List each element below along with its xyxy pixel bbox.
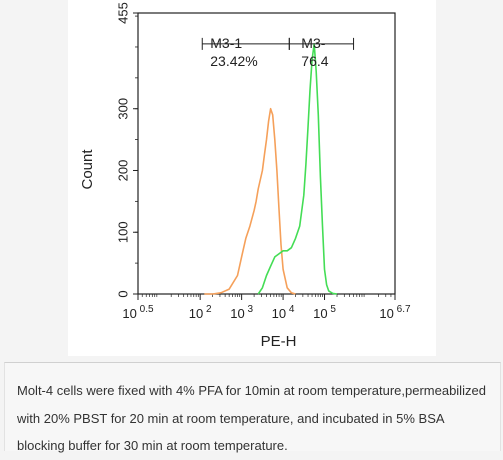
figure-caption: Molt-4 cells were fixed with 4% PFA for … xyxy=(4,362,501,453)
gate-label: M3- xyxy=(301,35,325,51)
y-axis-label: Count xyxy=(79,149,96,190)
x-tick-label: 10 5 xyxy=(313,304,336,321)
caption-text: Molt-4 cells were fixed with 4% PFA for … xyxy=(17,383,486,453)
gate-percent: 23.42% xyxy=(210,53,257,69)
y-tick-label: 0 xyxy=(115,290,130,297)
y-axis: 0 100 200 300 455 xyxy=(115,2,138,298)
plot-border xyxy=(137,12,396,295)
x-axis-label: PE-H xyxy=(261,333,297,350)
x-tick-label: 10 3 xyxy=(230,304,253,321)
chart-card: 0 100 200 300 455 10 0.5 10 2 10 3 10 4 10 5 10 6… xyxy=(68,0,436,356)
y-tick-label: 200 xyxy=(115,160,130,182)
x-tick-label: 10 4 xyxy=(272,304,295,321)
y-tick-label: 455 xyxy=(115,2,130,24)
x-tick-label: 10 0.5 xyxy=(122,304,154,321)
y-tick-label: 100 xyxy=(115,221,130,243)
plot-frame xyxy=(137,12,396,295)
histogram-series-2 xyxy=(257,43,338,295)
series-layer xyxy=(204,43,338,295)
gate-label: M3-1 xyxy=(210,35,242,51)
x-tick-label: 10 2 xyxy=(189,304,212,321)
x-tick-label: 10 6.7 xyxy=(379,304,411,321)
gate-annotations: M3-1 23.42% M3- 76.4 xyxy=(201,35,355,69)
flow-cytometry-histogram: 0 100 200 300 455 10 0.5 10 2 10 3 10 4 10 5 10 6… xyxy=(79,2,411,350)
figure-panel: 0 100 200 300 455 10 0.5 10 2 10 3 10 4 10 5 10 6… xyxy=(68,0,436,356)
gate-percent: 76.4 xyxy=(301,53,328,69)
histogram-series-1 xyxy=(204,107,296,295)
x-axis: 10 0.5 10 2 10 3 10 4 10 5 10 6.7 xyxy=(122,294,411,321)
y-tick-label: 300 xyxy=(115,98,130,120)
